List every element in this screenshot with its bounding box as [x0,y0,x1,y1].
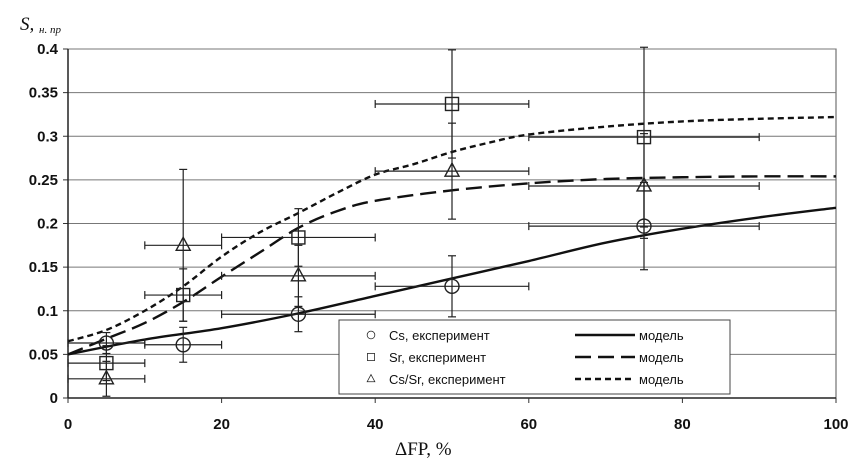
square-data-point [444,96,460,112]
triangle-data-point [290,266,307,282]
triangle-data-point [175,235,192,252]
square-data-point [291,230,306,245]
legend-marker [366,373,376,383]
y-tick-label: 0 [50,390,58,407]
legend-series-label: Cs/Sr, експеримент [389,372,506,387]
y-tick-label: 0.4 [37,41,59,58]
legend-square-icon [367,353,375,361]
y-axis-title: S, н. пр [20,14,61,36]
legend-series-label: Cs, експеримент [389,328,490,343]
triangle-data-point [98,369,115,385]
y-tick-label: 0.25 [29,172,58,189]
legend-marker [366,330,376,340]
y-tick-label: 0.05 [29,346,58,363]
legend-triangle-icon [366,373,376,383]
legend-box [338,319,731,395]
triangle-data-point [635,176,653,192]
legend: Cs, експеримент модель Sr, експеримент моде… [338,319,731,395]
legend-circle-icon [366,330,376,340]
circle-data-point [444,278,460,295]
x-tick-label: 100 [823,416,848,433]
y-tick-label: 0.2 [37,216,58,233]
triangle-data-point [443,161,461,177]
x-tick-label: 0 [64,416,72,433]
legend-model-label: модель [639,372,684,387]
y-axis-symbol: S [20,14,30,35]
x-tick-label: 40 [367,416,384,433]
y-tick-label: 0.3 [37,128,58,145]
x-tick-label: 60 [520,416,537,433]
y-tick-label: 0.15 [29,259,58,276]
x-axis-title: ΔFP, % [395,439,452,460]
legend-series-label: Sr, експеримент [389,350,486,365]
legend-model-label: модель [639,328,684,343]
legend-model-label: модель [639,350,684,365]
y-axis-subscript: н. пр [39,24,61,36]
x-tick-label: 80 [674,416,691,433]
y-tick-label: 0.35 [29,85,58,102]
circle-data-point [175,337,191,353]
y-tick-label: 0.1 [37,303,58,320]
legend-marker [367,353,375,361]
model-curve-long-dash [68,175,836,356]
circle-data-point [290,306,307,322]
x-tick-label: 20 [213,416,230,433]
